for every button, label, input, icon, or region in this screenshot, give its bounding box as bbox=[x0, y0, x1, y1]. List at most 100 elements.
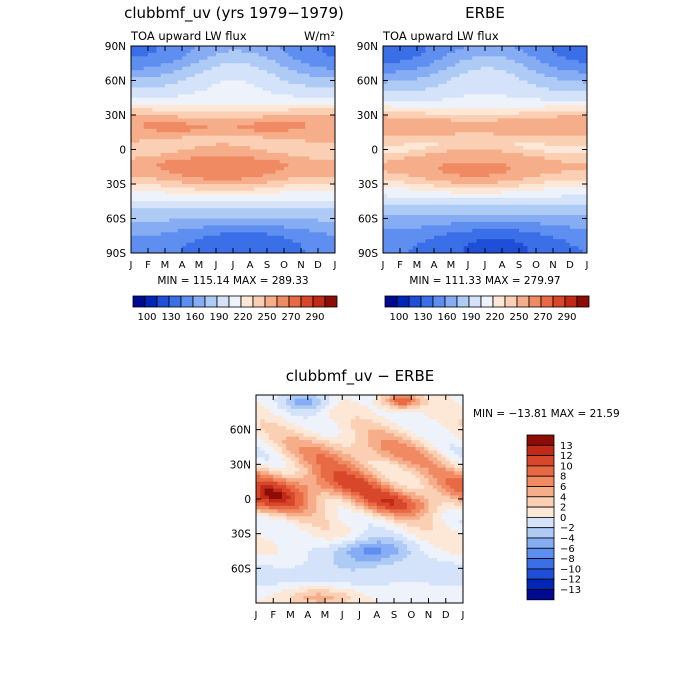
contour-cell bbox=[254, 80, 260, 85]
contour-cell bbox=[404, 66, 410, 71]
contour-cell bbox=[139, 104, 145, 109]
contour-cell bbox=[480, 80, 486, 85]
contour-cell bbox=[228, 228, 234, 233]
contour-cell bbox=[148, 104, 153, 109]
contour-cell bbox=[442, 73, 448, 78]
y-tick-label: 30S bbox=[106, 179, 126, 191]
contour-cell bbox=[330, 221, 335, 226]
contour-cell bbox=[224, 139, 230, 144]
contour-cell bbox=[275, 159, 281, 164]
contour-cell bbox=[160, 90, 166, 95]
contour-cell bbox=[506, 52, 512, 57]
contour-cell bbox=[258, 101, 264, 106]
contour-cell bbox=[506, 187, 512, 192]
contour-cell bbox=[160, 159, 166, 164]
contour-cell bbox=[455, 73, 461, 78]
contour-cell bbox=[502, 56, 507, 61]
contour-cell bbox=[326, 80, 332, 85]
contour-cell bbox=[233, 156, 238, 161]
contour-cell bbox=[429, 118, 435, 123]
contour-cell bbox=[553, 159, 558, 164]
contour-cell bbox=[514, 128, 520, 133]
contour-cell bbox=[438, 132, 444, 137]
contour-cell bbox=[330, 180, 335, 185]
contour-cell bbox=[387, 190, 393, 195]
contour-cell bbox=[493, 94, 499, 99]
contour-cell bbox=[309, 201, 315, 206]
contour-cell bbox=[194, 228, 200, 233]
contour-cell bbox=[169, 87, 175, 92]
contour-cell bbox=[258, 125, 264, 130]
contour-cell bbox=[510, 146, 516, 151]
contour-cell bbox=[233, 135, 238, 140]
contour-cell bbox=[262, 142, 268, 147]
contour-cell bbox=[497, 184, 503, 189]
contour-cell bbox=[523, 184, 529, 189]
contour-cell bbox=[284, 63, 289, 68]
contour-cell bbox=[288, 135, 294, 140]
contour-cell bbox=[284, 52, 289, 57]
contour-cell bbox=[292, 56, 298, 61]
contour-cell bbox=[383, 111, 388, 116]
contour-cell bbox=[540, 101, 546, 106]
contour-cell bbox=[271, 135, 277, 140]
contour-cell bbox=[322, 166, 328, 171]
contour-cell bbox=[391, 166, 397, 171]
contour-cell bbox=[404, 90, 410, 95]
contour-cell bbox=[531, 166, 537, 171]
contour-cell bbox=[531, 104, 537, 109]
contour-cell bbox=[245, 211, 251, 216]
contour-cell bbox=[425, 173, 431, 178]
contour-cell bbox=[203, 66, 209, 71]
contour-cell bbox=[241, 59, 247, 64]
contour-cell bbox=[284, 121, 289, 126]
contour-cell bbox=[531, 139, 537, 144]
contour-cell bbox=[557, 152, 563, 157]
contour-cell bbox=[301, 187, 306, 192]
contour-cell bbox=[553, 184, 558, 189]
contour-cell bbox=[156, 211, 162, 216]
contour-cell bbox=[309, 190, 315, 195]
contour-cell bbox=[220, 101, 226, 106]
contour-cell bbox=[177, 66, 183, 71]
contour-cell bbox=[237, 135, 243, 140]
contour-cell bbox=[446, 46, 452, 51]
contour-cell bbox=[451, 83, 456, 88]
contour-cell bbox=[203, 132, 209, 137]
contour-cell bbox=[446, 180, 452, 185]
contour-cell bbox=[224, 197, 230, 202]
contour-cell bbox=[408, 156, 414, 161]
contour-cell bbox=[383, 52, 388, 57]
contour-cell bbox=[404, 94, 410, 99]
contour-cell bbox=[271, 90, 277, 95]
contour-cell bbox=[275, 228, 281, 233]
contour-cell bbox=[241, 97, 247, 102]
contour-cell bbox=[578, 163, 584, 168]
contour-cell bbox=[199, 52, 204, 57]
contour-cell bbox=[425, 159, 431, 164]
contour-cell bbox=[442, 59, 448, 64]
contour-cell bbox=[540, 77, 546, 82]
contour-cell bbox=[582, 97, 587, 102]
contour-cell bbox=[148, 97, 153, 102]
contour-cell bbox=[502, 97, 507, 102]
contour-cell bbox=[165, 59, 170, 64]
contour-cell bbox=[446, 156, 452, 161]
contour-cell bbox=[326, 132, 332, 137]
contour-cell bbox=[472, 52, 478, 57]
contour-cell bbox=[519, 163, 524, 168]
contour-cell bbox=[216, 139, 221, 144]
contour-cell bbox=[421, 163, 427, 168]
contour-cell bbox=[485, 139, 490, 144]
contour-cell bbox=[395, 142, 401, 147]
contour-cell bbox=[173, 77, 179, 82]
contour-cell bbox=[241, 63, 247, 68]
contour-cell bbox=[536, 108, 541, 113]
contour-cell bbox=[417, 70, 422, 75]
contour-cell bbox=[194, 187, 200, 192]
contour-cell bbox=[207, 70, 213, 75]
contour-cell bbox=[463, 90, 469, 95]
contour-cell bbox=[485, 135, 490, 140]
contour-cell bbox=[536, 104, 541, 109]
contour-cell bbox=[194, 173, 200, 178]
